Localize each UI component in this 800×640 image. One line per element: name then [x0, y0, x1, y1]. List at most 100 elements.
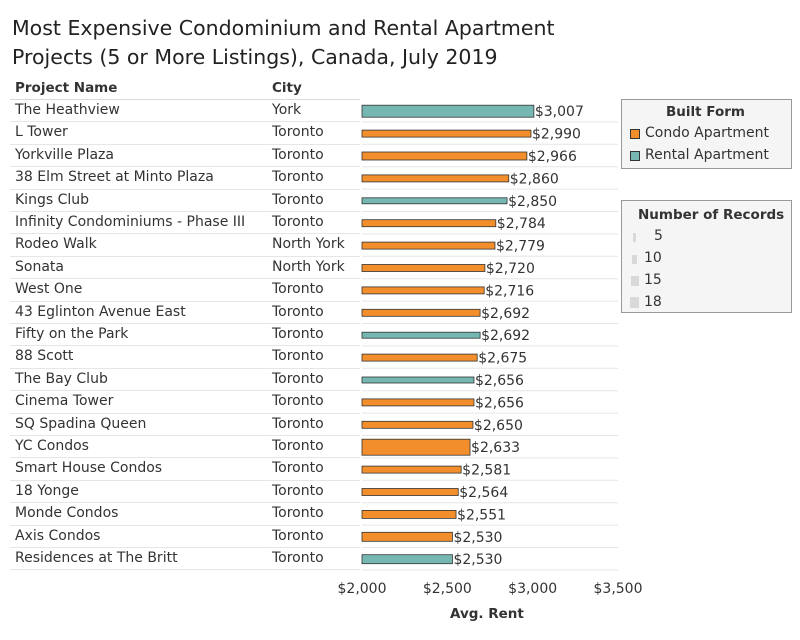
- bar[interactable]: [361, 151, 528, 161]
- table-row[interactable]: SQ Spadina Queen Toronto: [10, 414, 360, 436]
- city-cell: Toronto: [272, 281, 324, 298]
- table-row[interactable]: Infinity Condominiums - Phase III Toronto: [10, 212, 360, 235]
- built-form-legend: Built Form Condo Apartment Rental Apartm…: [621, 99, 792, 169]
- table-row[interactable]: Smart House Condos Toronto: [10, 458, 360, 481]
- project-name-cell: Yorkville Plaza: [15, 146, 114, 163]
- city-cell: Toronto: [272, 370, 324, 387]
- table-row[interactable]: West One Toronto: [10, 279, 360, 302]
- city-cell: Toronto: [272, 214, 324, 230]
- project-name-cell: SQ Spadina Queen: [15, 415, 147, 432]
- project-name-cell: 43 Eglinton Avenue East: [15, 303, 186, 320]
- city-cell: Toronto: [272, 438, 324, 454]
- city-cell: North York: [272, 236, 345, 253]
- size-legend-label-18[interactable]: 18: [644, 294, 662, 310]
- bar-value-label: $2,581: [462, 463, 511, 479]
- bar[interactable]: [361, 438, 471, 456]
- table-row[interactable]: The Bay Club Toronto: [10, 369, 360, 392]
- project-name-cell: Kings Club: [15, 191, 89, 208]
- table-row[interactable]: Sonata North York: [10, 257, 360, 280]
- table-row[interactable]: Fifty on the Park Toronto: [10, 324, 360, 347]
- project-name-cell: Rodeo Walk: [15, 236, 97, 253]
- bar[interactable]: [361, 241, 496, 250]
- x-tick-label: $2,000: [338, 581, 387, 597]
- table-row[interactable]: 38 Elm Street at Minto Plaza Toronto: [10, 167, 360, 190]
- city-cell: Toronto: [272, 348, 324, 365]
- condo-apartment-legend-label[interactable]: Condo Apartment: [645, 125, 770, 141]
- bar[interactable]: [361, 197, 508, 205]
- table-row[interactable]: 43 Eglinton Avenue East Toronto: [10, 302, 360, 324]
- city-cell: York: [272, 102, 302, 118]
- table-row[interactable]: Kings Club Toronto: [10, 190, 360, 212]
- size-legend-label-15[interactable]: 15: [644, 272, 662, 288]
- condo-apartment-swatch[interactable]: [630, 129, 640, 139]
- project-name-cell: The Bay Club: [15, 370, 108, 387]
- bar-value-label: $2,656: [475, 395, 524, 411]
- bar-value-label: $2,966: [528, 149, 577, 165]
- bar-value-label: $2,784: [497, 216, 546, 232]
- bar[interactable]: [361, 174, 510, 183]
- bar[interactable]: [361, 308, 481, 317]
- bar-value-label: $2,530: [453, 530, 502, 546]
- bar[interactable]: [361, 465, 462, 474]
- table-row[interactable]: Axis Condos Toronto: [10, 526, 360, 548]
- project-name-cell: Axis Condos: [15, 527, 101, 544]
- table-row[interactable]: YC Condos Toronto: [10, 436, 360, 459]
- bar-value-label: $2,990: [532, 127, 581, 143]
- bar[interactable]: [361, 353, 478, 362]
- city-header[interactable]: City: [272, 80, 302, 96]
- size-swatch-15[interactable]: [631, 276, 639, 286]
- city-cell: Toronto: [272, 505, 324, 522]
- table-row[interactable]: Monde Condos Toronto: [10, 503, 360, 526]
- city-cell: Toronto: [272, 146, 324, 163]
- table-row[interactable]: Residences at The Britt Toronto: [10, 548, 360, 571]
- table-row[interactable]: The Heathview York: [10, 100, 360, 123]
- bar[interactable]: [361, 129, 532, 138]
- table-row[interactable]: Yorkville Plaza Toronto: [10, 145, 360, 168]
- chart-title-line-1: Most Expensive Condominium and Rental Ap…: [12, 16, 555, 40]
- project-name-header[interactable]: Project Name: [15, 80, 118, 96]
- bar[interactable]: [361, 398, 475, 407]
- rental-apartment-legend-label[interactable]: Rental Apartment: [645, 147, 769, 163]
- project-name-cell: Fifty on the Park: [15, 326, 129, 342]
- size-swatch-10[interactable]: [632, 255, 637, 264]
- number-of-records-legend-title: Number of Records: [638, 207, 785, 223]
- size-legend-label-5[interactable]: 5: [654, 228, 663, 244]
- bar[interactable]: [361, 104, 535, 118]
- rental-apartment-swatch[interactable]: [630, 151, 640, 161]
- bar[interactable]: [361, 509, 457, 519]
- table-row[interactable]: L Tower Toronto: [10, 122, 360, 145]
- bar[interactable]: [361, 331, 481, 339]
- table-row[interactable]: 18 Yonge Toronto: [10, 481, 360, 504]
- city-cell: North York: [272, 258, 345, 275]
- bar[interactable]: [361, 531, 453, 542]
- table-row[interactable]: 88 Scott Toronto: [10, 346, 360, 369]
- city-cell: Toronto: [272, 527, 324, 544]
- project-name-cell: Cinema Tower: [15, 393, 114, 410]
- bar[interactable]: [361, 264, 486, 272]
- city-cell: Toronto: [272, 191, 324, 208]
- x-tick-label: $2,500: [423, 581, 472, 597]
- chart-title: Most Expensive Condominium and Rental Ap…: [12, 14, 592, 72]
- bar[interactable]: [361, 219, 497, 228]
- header-divider: [10, 99, 360, 100]
- bar[interactable]: [361, 488, 459, 496]
- size-swatch-5[interactable]: [633, 233, 636, 242]
- bar-value-label: $2,530: [453, 552, 502, 568]
- bar-value-label: $3,007: [535, 104, 584, 120]
- bar[interactable]: [361, 554, 453, 565]
- project-name-cell: The Heathview: [15, 102, 120, 118]
- size-legend-label-10[interactable]: 10: [644, 250, 662, 266]
- city-cell: Toronto: [272, 393, 324, 410]
- project-name-cell: Infinity Condominiums - Phase III: [15, 214, 246, 230]
- table-row[interactable]: Cinema Tower Toronto: [10, 391, 360, 414]
- bar[interactable]: [361, 286, 485, 295]
- project-name-cell: West One: [15, 281, 83, 298]
- city-cell: Toronto: [272, 460, 324, 477]
- table-row[interactable]: Rodeo Walk North York: [10, 234, 360, 257]
- bar[interactable]: [361, 420, 474, 429]
- bar[interactable]: [361, 376, 475, 384]
- bar-value-label: $2,850: [508, 194, 557, 210]
- city-cell: Toronto: [272, 482, 324, 499]
- size-swatch-18[interactable]: [630, 297, 639, 308]
